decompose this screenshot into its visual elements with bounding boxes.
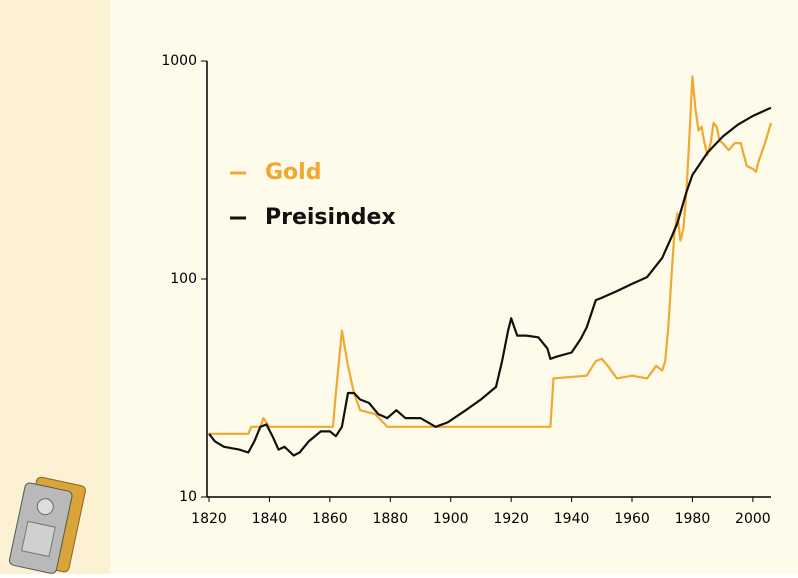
x-tick-label: 1980 (675, 511, 711, 527)
y-tick-label: 1000 (161, 53, 197, 69)
x-tick-label: 1960 (614, 511, 650, 527)
x-tick-label: 1820 (191, 511, 227, 527)
legend-label: Preisindex (265, 205, 396, 230)
y-tick-label: 10 (179, 489, 197, 505)
x-tick-label: 1900 (433, 511, 469, 527)
y-tick-label: 100 (170, 271, 197, 287)
x-tick-label: 1940 (554, 511, 590, 527)
x-tick-label: 2000 (735, 511, 771, 527)
x-tick-label: 1860 (312, 511, 348, 527)
gold-bar-icon (8, 476, 86, 574)
plot-background (110, 0, 798, 574)
series-line (208, 106, 772, 457)
bar-plate (21, 520, 56, 558)
x-tick-label: 1920 (493, 511, 529, 527)
sidebar (0, 0, 110, 574)
bar-emblem (36, 498, 54, 516)
x-tick-label: 1840 (252, 511, 288, 527)
x-tick-label: 1880 (372, 511, 408, 527)
legend-label: Gold (265, 160, 321, 185)
series-line (209, 75, 773, 435)
